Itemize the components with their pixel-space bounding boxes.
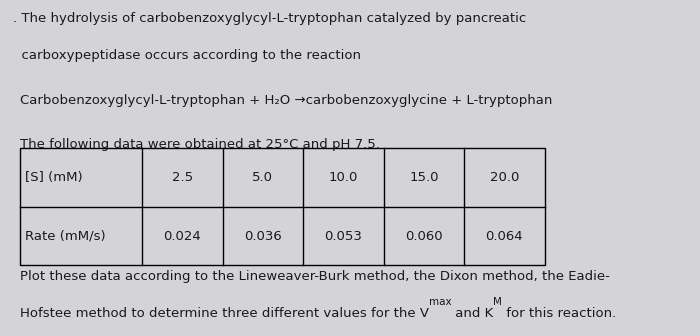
Text: and K: and K: [452, 307, 493, 321]
Text: Hofstee method to determine three different values for the V: Hofstee method to determine three differ…: [20, 307, 428, 321]
Text: 0.036: 0.036: [244, 229, 281, 243]
Text: 0.064: 0.064: [486, 229, 523, 243]
Text: 0.024: 0.024: [164, 229, 201, 243]
Text: The following data were obtained at 25°C and pH 7.5.: The following data were obtained at 25°C…: [20, 138, 379, 151]
Text: Carbobenzoxyglycyl-L-tryptophan + H₂O →carbobenzoxyglycine + L-tryptophan: Carbobenzoxyglycyl-L-tryptophan + H₂O →c…: [20, 94, 552, 107]
Bar: [20, 148, 545, 265]
Text: carboxypeptidase occurs according to the reaction: carboxypeptidase occurs according to the…: [13, 49, 360, 62]
Text: 10.0: 10.0: [329, 171, 358, 184]
Text: 15.0: 15.0: [409, 171, 439, 184]
Text: 2.5: 2.5: [172, 171, 193, 184]
Text: for this reaction.: for this reaction.: [503, 307, 617, 321]
Text: Rate (mM/s): Rate (mM/s): [25, 229, 105, 243]
Text: . The hydrolysis of carbobenzoxyglycyl-L-tryptophan catalyzed by pancreatic: . The hydrolysis of carbobenzoxyglycyl-L…: [13, 12, 526, 25]
Text: max: max: [428, 297, 452, 307]
Text: 5.0: 5.0: [253, 171, 273, 184]
Text: 0.053: 0.053: [324, 229, 363, 243]
Text: 20.0: 20.0: [490, 171, 519, 184]
Text: [S] (mM): [S] (mM): [25, 171, 82, 184]
Text: M: M: [494, 297, 503, 307]
Text: Plot these data according to the Lineweaver-Burk method, the Dixon method, the E: Plot these data according to the Linewea…: [20, 270, 610, 284]
Text: 0.060: 0.060: [405, 229, 442, 243]
